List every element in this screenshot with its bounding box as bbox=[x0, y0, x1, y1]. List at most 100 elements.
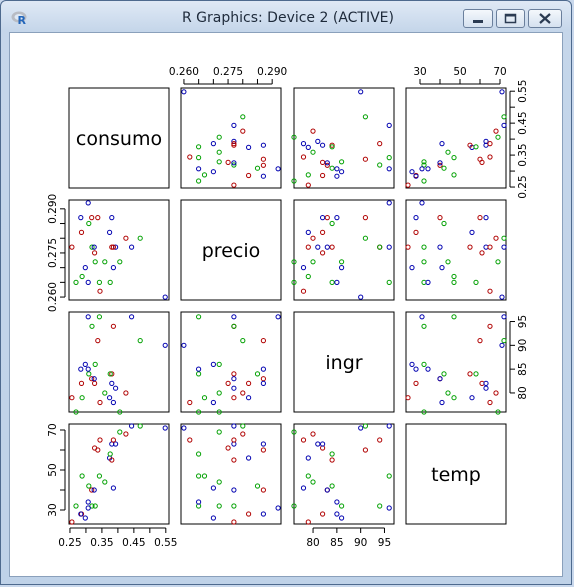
data-point bbox=[419, 200, 425, 206]
data-point bbox=[109, 457, 115, 463]
data-point bbox=[501, 122, 507, 129]
data-point bbox=[421, 244, 427, 250]
window-title: R Graphics: Device 2 (ACTIVE) bbox=[182, 10, 394, 26]
data-point bbox=[260, 441, 266, 447]
data-point bbox=[91, 244, 97, 250]
data-point bbox=[487, 399, 493, 406]
data-point bbox=[441, 220, 447, 227]
data-point bbox=[451, 279, 457, 285]
data-point bbox=[85, 505, 91, 511]
diagonal-label-temp: temp bbox=[431, 464, 481, 486]
data-point bbox=[89, 487, 95, 493]
tick-label-consumo: 0.25 bbox=[517, 175, 529, 198]
data-point bbox=[201, 172, 208, 178]
data-point bbox=[260, 511, 266, 517]
tick-label-ingr: 80 bbox=[517, 386, 529, 399]
data-point bbox=[117, 259, 123, 265]
data-point bbox=[73, 279, 79, 285]
data-point bbox=[320, 142, 326, 148]
maximize-icon bbox=[504, 13, 517, 24]
maximize-button[interactable] bbox=[496, 9, 525, 28]
data-point bbox=[413, 229, 419, 235]
data-point bbox=[110, 437, 117, 443]
data-point bbox=[291, 134, 297, 140]
tick-label-precio: 0.260 bbox=[47, 282, 59, 312]
data-point bbox=[73, 409, 79, 415]
data-point bbox=[95, 338, 101, 344]
data-point bbox=[483, 385, 489, 391]
data-point bbox=[196, 366, 202, 372]
data-point bbox=[477, 156, 483, 162]
data-point bbox=[129, 423, 135, 429]
data-point bbox=[421, 259, 427, 265]
data-point bbox=[107, 371, 113, 377]
data-point bbox=[240, 423, 246, 429]
data-point bbox=[246, 395, 252, 401]
data-point bbox=[305, 473, 311, 479]
data-point bbox=[231, 437, 237, 443]
data-point bbox=[260, 162, 266, 168]
data-point bbox=[324, 162, 330, 168]
data-point bbox=[421, 361, 427, 367]
data-point bbox=[216, 503, 222, 509]
data-point bbox=[300, 437, 307, 443]
data-point bbox=[110, 265, 117, 271]
data-point bbox=[409, 361, 415, 367]
data-point bbox=[91, 487, 97, 493]
data-point bbox=[320, 441, 326, 447]
tick-label-temp: 30 bbox=[413, 66, 426, 78]
data-point bbox=[240, 114, 246, 120]
panel-frame-temp-consumo bbox=[68, 423, 170, 525]
data-point bbox=[362, 423, 368, 429]
data-point bbox=[246, 172, 252, 179]
data-point bbox=[196, 178, 202, 184]
data-point bbox=[260, 380, 266, 386]
data-point bbox=[260, 338, 266, 344]
data-point bbox=[240, 128, 246, 134]
data-point bbox=[196, 144, 202, 150]
data-point bbox=[334, 173, 340, 179]
data-point bbox=[107, 451, 113, 457]
data-point bbox=[291, 259, 297, 265]
tick-label-precio: 0.260 bbox=[169, 66, 199, 78]
data-point bbox=[85, 200, 91, 206]
tick-label-consumo: 0.55 bbox=[154, 537, 177, 549]
data-point bbox=[358, 89, 364, 95]
data-point bbox=[358, 425, 364, 431]
title-bar[interactable]: R R Graphics: Device 2 (ACTIVE) bbox=[1, 1, 571, 33]
data-point bbox=[320, 159, 326, 165]
data-point bbox=[386, 505, 392, 511]
data-point bbox=[334, 511, 340, 517]
data-point bbox=[310, 259, 316, 265]
data-point bbox=[225, 445, 231, 451]
data-point bbox=[451, 273, 457, 280]
data-point bbox=[291, 178, 297, 184]
tick-label-consumo: 0.25 bbox=[58, 537, 81, 549]
data-point bbox=[437, 244, 443, 250]
data-point bbox=[291, 503, 297, 509]
data-point bbox=[82, 361, 88, 367]
data-point bbox=[85, 366, 91, 372]
data-point bbox=[97, 399, 103, 406]
data-point bbox=[362, 447, 368, 453]
data-point bbox=[78, 215, 84, 221]
data-point bbox=[413, 366, 419, 372]
close-button[interactable] bbox=[528, 9, 562, 28]
tick-label-ingr: 90 bbox=[354, 537, 367, 549]
data-point bbox=[334, 279, 340, 285]
data-point bbox=[479, 250, 485, 256]
data-point bbox=[421, 178, 427, 184]
data-point bbox=[421, 409, 427, 415]
panel-frame-ingr-temp bbox=[405, 311, 507, 413]
data-point bbox=[451, 155, 457, 161]
data-point bbox=[231, 314, 237, 320]
tick-label-ingr: 85 bbox=[517, 362, 529, 375]
data-point bbox=[109, 244, 115, 250]
data-point bbox=[210, 141, 216, 147]
data-point bbox=[231, 162, 237, 168]
data-point bbox=[162, 294, 168, 300]
data-point bbox=[123, 235, 129, 241]
data-point bbox=[421, 162, 427, 168]
data-point bbox=[405, 244, 411, 250]
minimize-button[interactable] bbox=[463, 9, 493, 28]
